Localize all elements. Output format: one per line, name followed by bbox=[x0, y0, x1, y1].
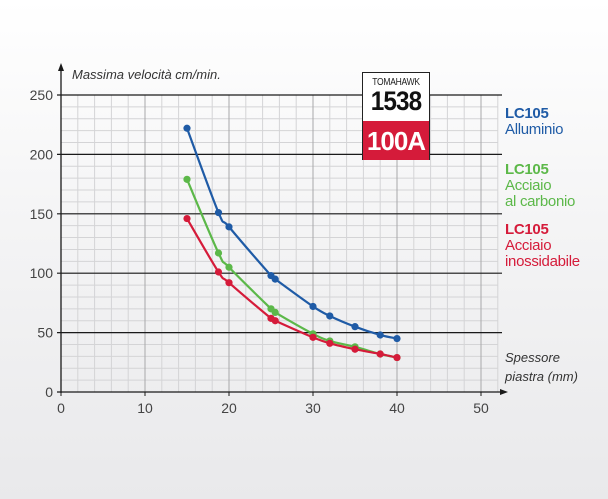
data-series bbox=[183, 124, 401, 362]
legend-item-carbonio: LC105 Acciaio al carbonio bbox=[505, 162, 575, 210]
svg-text:30: 30 bbox=[305, 400, 321, 416]
badge-model: 1538 bbox=[370, 86, 422, 116]
data-point bbox=[214, 249, 223, 257]
svg-text:0: 0 bbox=[57, 400, 65, 416]
data-point bbox=[214, 268, 223, 276]
svg-text:40: 40 bbox=[389, 400, 405, 416]
data-point bbox=[326, 339, 334, 347]
data-point bbox=[183, 124, 191, 132]
legend-material-2: al carbonio bbox=[505, 193, 576, 210]
data-point bbox=[376, 350, 384, 358]
data-point bbox=[271, 317, 279, 325]
data-point bbox=[214, 209, 223, 217]
tick-labels: 0 50 100 150 200 250 0 10 20 30 40 50 bbox=[30, 87, 489, 416]
legend-item-inossidabile: LC105 Acciaio inossidabile bbox=[505, 222, 580, 270]
legend-material-2: inossidabile bbox=[505, 253, 580, 270]
svg-text:50: 50 bbox=[37, 325, 53, 341]
legend-code: LC105 bbox=[505, 161, 549, 178]
data-point bbox=[351, 323, 359, 331]
data-point bbox=[309, 333, 317, 341]
product-badge: TOMAHAWK 1538 100A bbox=[362, 72, 430, 160]
data-point bbox=[376, 331, 384, 339]
svg-text:100: 100 bbox=[30, 265, 54, 281]
series-lc105-acciaio-inossidabile bbox=[183, 214, 401, 362]
data-point bbox=[393, 334, 401, 343]
svg-text:20: 20 bbox=[221, 400, 237, 416]
legend-material: Acciaio bbox=[505, 177, 552, 194]
legend-code: LC105 bbox=[505, 221, 549, 238]
data-point bbox=[225, 223, 233, 231]
data-point bbox=[326, 312, 334, 320]
badge-amperage: 100A bbox=[363, 121, 429, 160]
data-point bbox=[393, 353, 401, 362]
svg-text:10: 10 bbox=[137, 400, 153, 416]
legend-code: LC105 bbox=[505, 105, 549, 122]
minor-grid bbox=[61, 95, 499, 392]
y-axis-label: Massima velocità cm/min. bbox=[72, 67, 221, 82]
svg-text:200: 200 bbox=[30, 146, 54, 162]
data-point bbox=[183, 214, 191, 223]
badge-brand: TOMAHAWK bbox=[372, 77, 420, 88]
data-point bbox=[271, 275, 279, 283]
svg-text:0: 0 bbox=[45, 384, 53, 400]
axes bbox=[57, 63, 508, 396]
data-point bbox=[225, 263, 233, 271]
data-point bbox=[225, 279, 233, 287]
data-point bbox=[183, 175, 191, 183]
legend-material: Alluminio bbox=[505, 121, 564, 138]
data-point bbox=[351, 345, 359, 353]
legend-material: Acciaio bbox=[505, 237, 552, 254]
data-point bbox=[271, 308, 279, 317]
series-lc105-alluminio bbox=[183, 124, 401, 343]
svg-text:50: 50 bbox=[473, 400, 489, 416]
data-point bbox=[309, 302, 317, 311]
svg-text:250: 250 bbox=[30, 87, 54, 103]
x-axis-label: Spessore piastra (mm) bbox=[504, 350, 578, 384]
legend-item-alluminio: LC105 Alluminio bbox=[505, 106, 563, 138]
svg-text:150: 150 bbox=[30, 206, 54, 222]
